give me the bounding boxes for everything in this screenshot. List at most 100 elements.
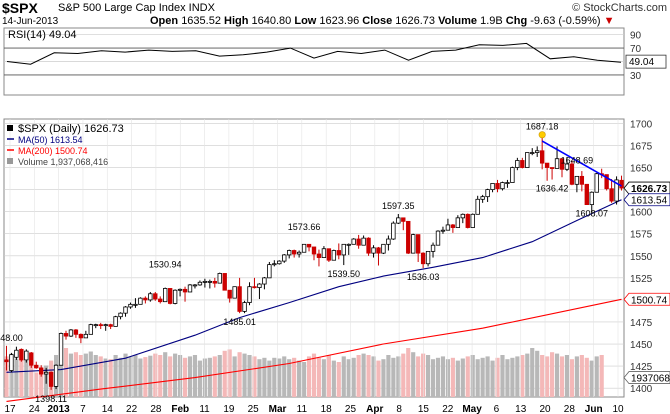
volume-bar (301, 362, 307, 397)
candle-body (24, 350, 29, 361)
volume-bar (341, 356, 346, 397)
candle-body (460, 213, 465, 219)
close-label: Close (362, 15, 393, 27)
candle-body (306, 243, 312, 248)
volume-bar (579, 355, 584, 397)
candle-body (227, 289, 232, 299)
candle-body (222, 273, 227, 291)
candle-body (187, 284, 193, 293)
candle-body (381, 243, 386, 254)
volume-bar (158, 355, 163, 397)
low-label: Low (294, 15, 317, 27)
volume-value: 1.9B (480, 15, 503, 27)
candle-body (485, 189, 490, 198)
volume-bar (569, 359, 575, 397)
volume-bar (34, 372, 39, 397)
candle-body (257, 283, 262, 288)
chg-down-icon: ▼ (603, 15, 615, 27)
candle-body (614, 179, 619, 202)
candle-body (48, 371, 54, 387)
candle-body (554, 158, 560, 169)
volume-bar (73, 352, 79, 397)
x-tick-label: Mar (269, 404, 287, 414)
volume-bar (306, 356, 312, 397)
candle-body (88, 324, 93, 335)
x-tick-label: 24 (29, 404, 41, 414)
price-tick-label: 1600 (630, 208, 653, 219)
close-value: 1626.73 (395, 15, 436, 27)
volume-bar (182, 357, 188, 397)
x-tick-label: 25 (248, 404, 260, 414)
price-annotation: 1636.42 (536, 184, 569, 194)
candle-body (351, 238, 356, 245)
chg-value: -9.63 (-0.59%) (530, 15, 601, 27)
x-tick-label: 20 (539, 404, 551, 414)
candle-body (128, 303, 133, 308)
candle-body (356, 238, 361, 246)
volume-bar (217, 355, 222, 397)
volume-bar (386, 355, 391, 397)
volume-bar (455, 360, 460, 397)
candle-body (19, 348, 24, 361)
volume-bar (242, 353, 247, 397)
volume-bar (297, 360, 302, 397)
symbol-title: $SPX (2, 0, 38, 16)
candle-body (301, 243, 307, 253)
price-tick-label: 1450 (630, 340, 653, 351)
volume-bar (440, 356, 446, 397)
volume-bar (559, 356, 565, 397)
volume-bar (545, 356, 550, 397)
volume-bar (292, 357, 297, 397)
volume-bar (316, 357, 322, 397)
candle-body (455, 217, 461, 228)
volume-bar (351, 357, 356, 397)
rsi-value-label: 49.04 (629, 57, 654, 68)
candle-body (58, 333, 64, 366)
volume-bar (475, 359, 480, 397)
x-tick-label: 14 (102, 404, 114, 414)
volume-bar (282, 356, 287, 397)
candle-body (544, 162, 550, 168)
candle-body (103, 324, 108, 327)
candle-body (619, 179, 624, 189)
candle-body (83, 333, 89, 339)
candle-body (609, 188, 614, 202)
volume-value-label: 1937068 (631, 374, 670, 385)
volume-bar (589, 360, 594, 397)
volume-bar (574, 356, 579, 397)
candle-body (465, 213, 470, 228)
volume-bar (401, 353, 406, 397)
candle-body (78, 333, 84, 339)
x-tick-label: 13 (515, 404, 527, 414)
volume-bar (505, 359, 510, 397)
candle-body (604, 174, 609, 190)
candle-body (530, 152, 535, 154)
volume-bar (416, 356, 421, 397)
candle-body (53, 364, 59, 387)
volume-bar (391, 357, 396, 397)
volume-bar (58, 346, 64, 397)
x-tick-label: 17 (4, 404, 16, 414)
candle-body (153, 293, 158, 300)
volume-bar (435, 357, 441, 397)
price-tick-label: 1425 (630, 362, 653, 373)
rsi-legend: RSI(14) 49.04 (8, 29, 76, 41)
rsi-tick-label: 30 (630, 71, 642, 82)
volume-bar (212, 356, 217, 397)
volume-bar (381, 359, 386, 397)
candle-body (341, 243, 346, 256)
candle-body (262, 277, 267, 285)
volume-bar (525, 353, 530, 397)
candle-body (277, 260, 282, 265)
volume-bar (376, 360, 381, 397)
volume-bar (425, 355, 431, 397)
open-label: Open (150, 15, 179, 27)
volume-bar (153, 353, 158, 397)
volume-bar (361, 353, 366, 397)
volume-bar (510, 357, 515, 397)
volume-bar (540, 355, 545, 397)
volume-bar (421, 353, 426, 397)
legend-swatch (7, 125, 13, 131)
volume-bar (430, 359, 436, 397)
volume-bar (168, 356, 173, 397)
